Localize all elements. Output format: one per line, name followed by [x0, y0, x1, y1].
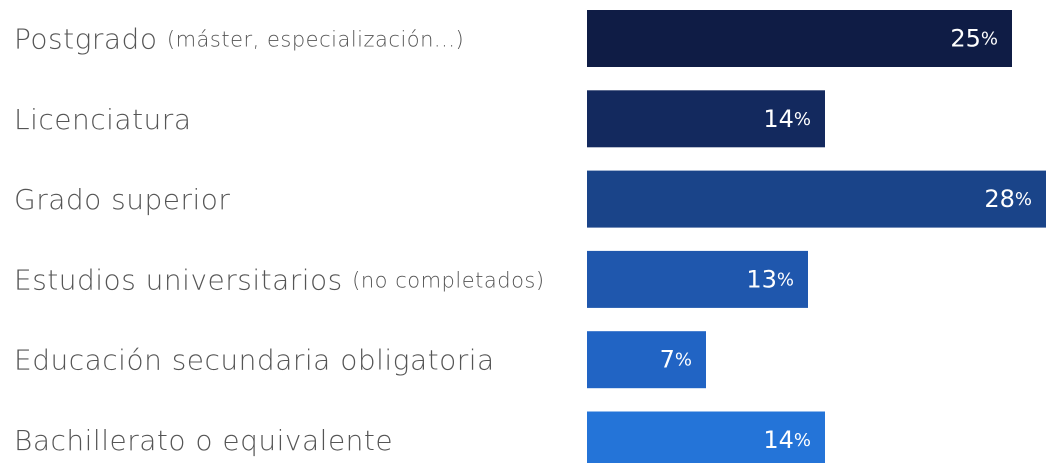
- bar: [587, 250, 808, 308]
- category-label: Licenciatura: [14, 103, 191, 136]
- bar: [587, 331, 706, 389]
- bar: [587, 411, 825, 463]
- bar: [587, 170, 1046, 228]
- category-label: Postgrado (máster, especialización...): [14, 23, 464, 56]
- category-label: Educación secundaria obligatoria: [14, 344, 495, 377]
- value-label: 13%: [746, 265, 794, 293]
- category-label: Estudios universitarios (no completados): [14, 263, 545, 296]
- category-label: Grado superior: [14, 183, 230, 216]
- value-label: 28%: [984, 185, 1032, 213]
- value-label: 7%: [660, 346, 692, 374]
- value-label: 14%: [763, 105, 811, 133]
- value-label: 14%: [763, 426, 811, 454]
- bar: [587, 90, 825, 148]
- category-label: Bachillerato o equivalente: [14, 424, 393, 457]
- bar: [587, 10, 1012, 67]
- value-label: 25%: [950, 25, 998, 53]
